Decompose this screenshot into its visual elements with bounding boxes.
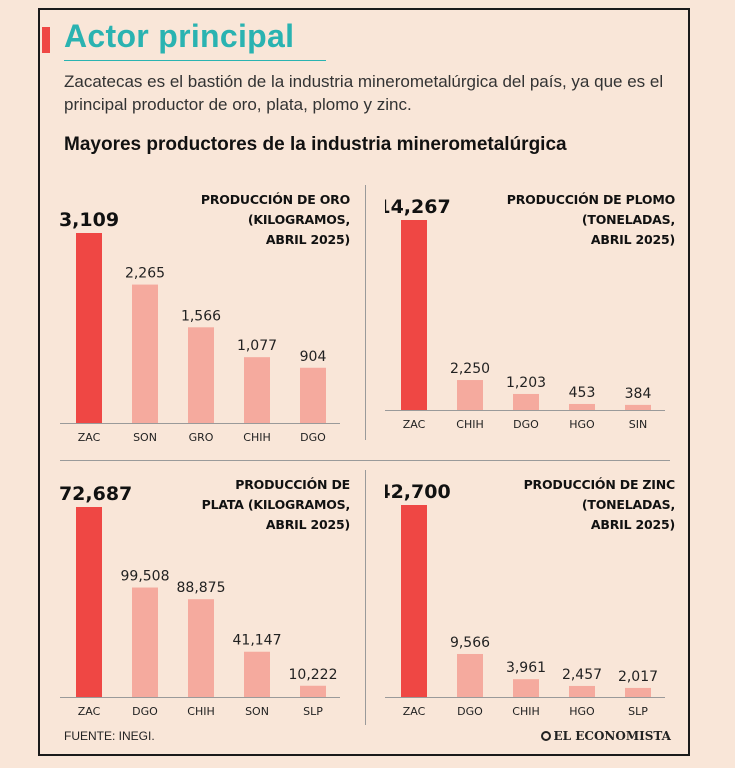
bar-value-label: 2,265 [125,266,165,282]
bar-zac [401,220,427,410]
bar-value-label: 2,017 [618,669,658,685]
chart-zinc-svg: 42,700 ZAC 9,566 DGO 3,961 CHIH 2,457 HGO 2,017 S… [385,481,665,718]
category-label: SON [245,705,269,718]
category-label: DGO [132,705,158,718]
bar-son [244,651,270,697]
bar-chih [457,380,483,410]
chart-title-line: PLATA (KILOGRAMOS, [201,497,351,512]
bar-value-label: 2,250 [450,361,490,377]
bar-zac [401,505,427,697]
bar-value-label: 453 [569,385,596,401]
category-label: ZAC [78,431,101,444]
category-label: HGO [569,705,595,718]
category-label: CHIH [187,705,214,718]
chart-title-line: PRODUCCIÓN DE [235,477,350,492]
chart-plata-svg: 172,687 ZAC 99,508 DGO 88,875 CHIH 41,147 SON 10… [60,483,340,718]
source-note: FUENTE: INEGI. [64,729,155,743]
category-label: SLP [303,705,323,718]
chart-plomo-title: PRODUCCIÓN DE PLOMO (TONELADAS, ABRIL 20… [507,190,675,250]
bar-chih [513,679,539,697]
bar-dgo [513,393,539,410]
bar-zac [76,233,102,423]
category-label: CHIH [456,418,483,431]
bar-value-label: 1,566 [181,308,221,324]
bar-value-label: 172,687 [60,483,132,505]
section-title: Mayores productores de la industria mine… [64,134,567,155]
bar-value-label: 14,267 [385,196,451,218]
chart-title-line: ABRIL 2025) [590,517,675,532]
chart-plomo-svg: 14,267 ZAC 2,250 CHIH 1,203 DGO 453 HGO 384 SIN [385,196,665,431]
category-label: ZAC [403,705,426,718]
chart-title-line: PRODUCCIÓN DE ORO [200,192,350,207]
bar-son [132,284,158,423]
horizontal-divider [60,460,670,461]
chart-plata: 172,687 ZAC 99,508 DGO 88,875 CHIH 41,147 SON 10… [60,475,350,745]
bar-dgo [300,367,326,423]
category-label: HGO [569,418,595,431]
category-label: SIN [629,418,647,431]
bar-value-label: 99,508 [121,569,170,585]
chart-title-line: (KILOGRAMOS, [247,212,350,227]
vertical-divider-top [365,185,366,440]
bar-slp [300,685,326,697]
bar-value-label: 904 [300,349,327,365]
category-label: SON [133,431,157,444]
chart-title-line: ABRIL 2025) [590,232,675,247]
chart-title-line: (TONELADAS, [581,497,675,512]
chart-title-line: (TONELADAS, [581,212,675,227]
page-subtitle: Zacatecas es el bastión de la industria … [64,72,664,114]
infographic-frame [38,8,690,756]
chart-zinc: 42,700 ZAC 9,566 DGO 3,961 CHIH 2,457 HGO 2,017 S… [385,475,675,745]
bar-hgo [569,685,595,697]
bar-dgo [457,653,483,697]
bar-value-label: 88,875 [177,580,226,596]
chart-plata-title: PRODUCCIÓN DE PLATA (KILOGRAMOS, ABRIL 2… [201,475,351,535]
publisher-logo: EL ECONOMISTA [540,729,671,743]
chart-oro-title: PRODUCCIÓN DE ORO (KILOGRAMOS, ABRIL 202… [201,190,350,250]
bar-value-label: 1,203 [506,375,546,391]
chart-zinc-title: PRODUCCIÓN DE ZINC (TONELADAS, ABRIL 202… [523,475,676,535]
bar-sin [625,404,651,410]
chart-title-line: ABRIL 2025) [265,232,350,247]
category-label: DGO [513,418,539,431]
bar-value-label: 1,077 [237,338,277,354]
bar-hgo [569,403,595,410]
bar-value-label: 3,109 [60,209,119,231]
bar-value-label: 10,222 [289,667,338,683]
bar-value-label: 384 [625,386,652,402]
category-label: ZAC [403,418,426,431]
category-label: CHIH [243,431,270,444]
vertical-divider-bottom [365,470,366,725]
category-label: GRO [189,431,214,444]
chart-oro: 3,109 ZAC 2,265 SON 1,566 GRO 1,077 CHIH 904 DGO … [60,190,350,460]
page-title: Actor principal [64,18,295,54]
bar-dgo [132,587,158,697]
chart-title-line: PRODUCCIÓN DE ZINC [523,477,676,492]
bar-slp [625,687,651,697]
bar-value-label: 3,961 [506,660,546,676]
category-label: DGO [457,705,483,718]
chart-plomo: 14,267 ZAC 2,250 CHIH 1,203 DGO 453 HGO 384 SIN P… [385,190,675,460]
bar-zac [76,507,102,697]
title-accent-bar [42,27,50,53]
bar-value-label: 41,147 [233,633,282,649]
bar-chih [244,357,270,423]
chart-oro-svg: 3,109 ZAC 2,265 SON 1,566 GRO 1,077 CHIH 904 DGO [60,209,340,444]
title-underline [64,60,326,61]
bar-value-label: 42,700 [385,481,451,503]
category-label: ZAC [78,705,101,718]
category-label: SLP [628,705,648,718]
category-label: CHIH [512,705,539,718]
bar-gro [188,327,214,423]
chart-title-line: PRODUCCIÓN DE PLOMO [506,192,675,207]
chart-title-line: ABRIL 2025) [265,517,350,532]
category-label: DGO [300,431,326,444]
logo-text: EL ECONOMISTA [553,729,671,743]
logo-circle-icon [540,731,551,741]
bar-value-label: 9,566 [450,635,490,651]
bar-value-label: 2,457 [562,667,602,683]
bar-chih [188,599,214,697]
